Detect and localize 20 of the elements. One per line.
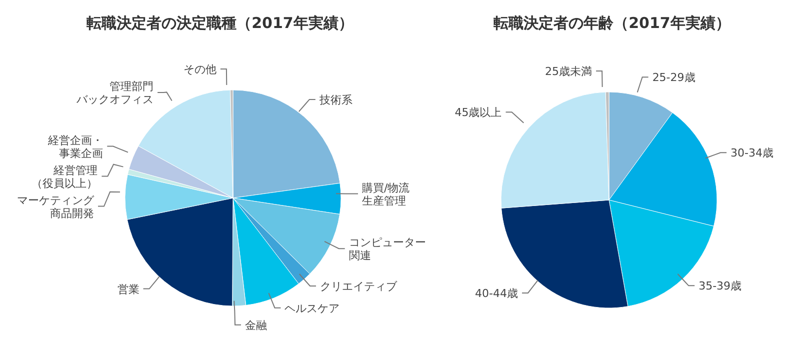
slice-label: クリエイティブ (320, 280, 398, 293)
chart-title: 転職決定者の年齢（2017年実績） (492, 14, 732, 33)
slice-label: 25歳未満 (545, 64, 592, 78)
slice-label: 金融 (245, 318, 268, 332)
slice-label: 技術系 (318, 92, 352, 106)
slice-label: マーケティング商品開発 (17, 193, 96, 220)
slice-label: 45歳以上 (454, 106, 502, 119)
slice-label: 営業 (117, 282, 140, 296)
slice-label: 経営管理（役員以上） (32, 163, 98, 190)
slice-label: 購買/物流生産管理 (362, 180, 410, 207)
slice-label: コンピューター関連 (348, 236, 426, 262)
chart-title: 転職決定者の決定職種（2017年実績） (86, 14, 354, 33)
slice-label: ヘルスケア (284, 301, 340, 314)
slice-label: 25-29歳 (652, 70, 696, 84)
slice-label: 35-39歳 (698, 279, 742, 292)
slice-label: 管理部門バックオフィス (76, 80, 154, 106)
slice-label: 30-34歳 (730, 146, 774, 160)
slice-label: その他 (183, 62, 216, 76)
slice-label: 40-44歳 (475, 286, 518, 300)
slice-label: 経営企画・事業企画 (47, 133, 104, 160)
